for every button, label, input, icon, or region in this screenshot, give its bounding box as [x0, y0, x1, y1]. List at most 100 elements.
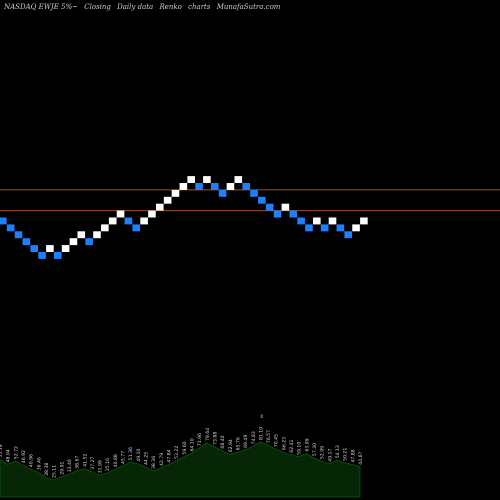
up-brick	[77, 231, 86, 239]
volume-label: 47.88	[350, 449, 356, 462]
ticker-label: NASDAQ EWJE 5%~	[4, 3, 79, 11]
up-brick	[69, 238, 78, 246]
down-brick	[210, 183, 219, 190]
volume-label: 53.22	[174, 446, 180, 459]
up-brick	[226, 183, 235, 190]
down-brick	[124, 217, 133, 225]
volume-label: 35.16	[105, 458, 111, 471]
volume-peak-marker: 0	[260, 414, 263, 420]
volume-label: 29.91	[59, 461, 65, 474]
volume-label: 44.67	[358, 451, 364, 464]
volume-label: 49.10	[136, 448, 142, 461]
volume-label: 38.36	[151, 456, 157, 469]
up-brick	[281, 203, 290, 211]
down-brick	[14, 231, 23, 239]
down-brick	[218, 189, 227, 197]
volume-label: 54.13	[335, 445, 341, 458]
volume-label: 55.19	[0, 444, 4, 457]
volume-label: 62.94	[228, 439, 234, 452]
down-brick	[242, 183, 250, 190]
volume-label: 47.84	[167, 449, 173, 462]
chart-kind-label: Renko	[159, 3, 182, 11]
down-brick	[22, 238, 31, 246]
volume-label: 76.57	[266, 430, 272, 443]
down-brick	[0, 217, 7, 225]
up-brick	[148, 210, 156, 218]
up-brick	[179, 183, 188, 190]
up-brick	[156, 203, 164, 211]
volume-label: 79.64	[205, 428, 211, 441]
volume-labels: 55.19 48.04 52.72 46.92 40.96 36.46 28.38 25.11…	[0, 414, 364, 478]
volume-label: 46.92	[21, 450, 27, 463]
volume-label: 49.17	[327, 448, 333, 461]
volume-label: 44.25	[144, 452, 150, 465]
volume-label: 45.77	[121, 451, 127, 464]
down-brick	[195, 183, 203, 190]
up-brick	[101, 224, 109, 232]
down-brick	[132, 224, 141, 232]
up-brick	[163, 196, 172, 204]
down-brick	[320, 224, 329, 232]
down-brick	[250, 189, 258, 197]
up-brick	[352, 224, 360, 232]
down-brick	[336, 224, 345, 232]
down-brick	[6, 224, 15, 232]
up-brick	[116, 210, 125, 218]
volume-label: 51.36	[128, 447, 134, 460]
up-brick	[328, 217, 337, 225]
volume-label: 59.60	[182, 441, 188, 454]
resistance-lines	[0, 189, 500, 212]
site-label: MunafaSutra.com	[216, 3, 281, 11]
volume-label: 65.76	[235, 437, 241, 450]
volume-label: 36.46	[36, 457, 42, 470]
renko-bricks	[0, 176, 368, 259]
up-brick	[93, 231, 101, 239]
volume-label: 48.04	[6, 449, 12, 462]
volume-label: 74.83	[251, 431, 257, 444]
volume-label: 71.96	[197, 433, 203, 446]
volume-label: 42.79	[159, 453, 165, 466]
daily-label: Daily data	[117, 3, 154, 11]
volume-area-path	[0, 441, 361, 498]
volume-label: 28.38	[44, 463, 50, 476]
up-brick	[140, 217, 148, 225]
volume-label: 52.99	[320, 446, 326, 459]
down-brick	[85, 238, 93, 246]
up-brick	[203, 176, 211, 183]
volume-label: 73.88	[213, 432, 219, 445]
volume-label: 63.99	[304, 438, 310, 451]
down-brick	[344, 231, 352, 239]
volume-label: 37.27	[90, 456, 96, 469]
down-brick	[289, 210, 298, 218]
down-brick	[53, 252, 62, 259]
up-brick	[187, 176, 195, 183]
volume-label: 52.72	[13, 446, 19, 459]
down-brick	[273, 210, 282, 218]
volume-label: 25.11	[52, 465, 58, 478]
down-brick	[265, 203, 274, 211]
down-brick	[38, 252, 46, 259]
volume-label: 40.88	[113, 454, 119, 467]
down-brick	[297, 217, 305, 225]
up-brick	[108, 217, 117, 225]
down-brick	[258, 196, 266, 204]
up-brick	[234, 176, 243, 183]
chart-header: NASDAQ EWJE 5%~ Closing Daily data Renko…	[4, 3, 284, 11]
volume-label: 38.67	[75, 456, 81, 469]
volume-label: 64.10	[190, 438, 196, 451]
volume-label: 68.40	[220, 435, 226, 448]
up-brick	[46, 245, 54, 252]
volume-label: 31.99	[98, 460, 104, 473]
volume-label: 62.41	[289, 439, 295, 452]
volume-label: 57.30	[312, 443, 318, 456]
volume-label: 66.23	[281, 437, 287, 450]
volume-label: 70.45	[274, 434, 280, 447]
volume-area	[0, 441, 361, 498]
volume-label: 41.52	[82, 454, 88, 467]
closing-label: Closing	[84, 3, 111, 11]
volume-label: 81.10	[258, 427, 264, 440]
volume-label: 50.21	[343, 448, 349, 461]
down-brick	[305, 224, 313, 232]
down-brick	[30, 245, 38, 252]
